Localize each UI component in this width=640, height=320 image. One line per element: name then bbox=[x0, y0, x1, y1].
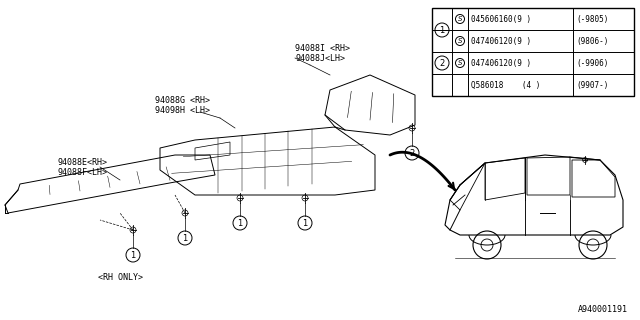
Text: 94088E<RH>: 94088E<RH> bbox=[58, 157, 108, 166]
Text: 94088J<LH>: 94088J<LH> bbox=[295, 53, 345, 62]
Text: 94088G <RH>: 94088G <RH> bbox=[155, 95, 210, 105]
Bar bbox=[432, 8, 634, 96]
Text: 2: 2 bbox=[410, 148, 415, 157]
Text: S: S bbox=[458, 38, 462, 44]
Text: (-9906): (-9906) bbox=[576, 59, 609, 68]
Text: 045606160(9 ): 045606160(9 ) bbox=[471, 14, 531, 23]
Text: 1: 1 bbox=[302, 219, 308, 228]
Text: 94088F<LH>: 94088F<LH> bbox=[58, 167, 108, 177]
Text: 94098H <LH>: 94098H <LH> bbox=[155, 106, 210, 115]
Text: Q586018    (4 ): Q586018 (4 ) bbox=[471, 81, 540, 90]
Text: <RH ONLY>: <RH ONLY> bbox=[97, 274, 143, 283]
Text: A940001191: A940001191 bbox=[578, 305, 628, 314]
Text: 1: 1 bbox=[182, 234, 188, 243]
Text: 047406120(9 ): 047406120(9 ) bbox=[471, 36, 531, 45]
Text: S: S bbox=[458, 60, 462, 66]
Text: S: S bbox=[458, 16, 462, 22]
Text: (-9805): (-9805) bbox=[576, 14, 609, 23]
Text: 1: 1 bbox=[237, 219, 243, 228]
Text: 1: 1 bbox=[440, 26, 445, 35]
Text: 047406120(9 ): 047406120(9 ) bbox=[471, 59, 531, 68]
Text: 2: 2 bbox=[440, 59, 445, 68]
Text: 94088I <RH>: 94088I <RH> bbox=[295, 44, 350, 52]
Text: (9907-): (9907-) bbox=[576, 81, 609, 90]
Text: (9806-): (9806-) bbox=[576, 36, 609, 45]
Text: 1: 1 bbox=[131, 251, 136, 260]
